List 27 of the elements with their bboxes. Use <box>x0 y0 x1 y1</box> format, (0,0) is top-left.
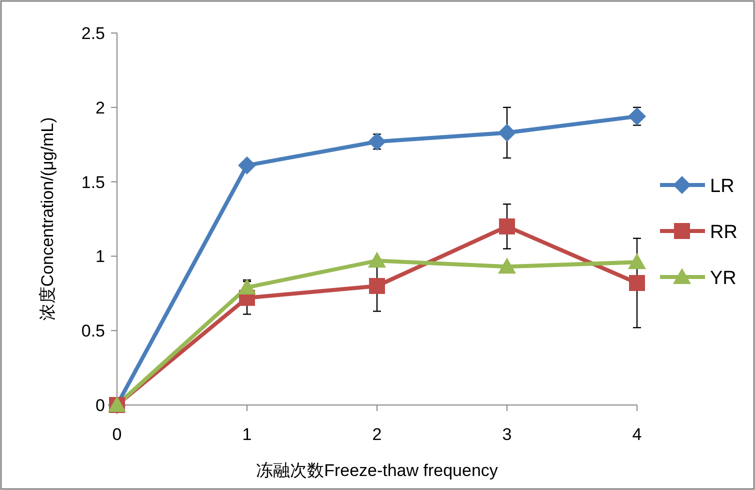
legend-label: RR <box>710 222 738 243</box>
y-tick-label: 0 <box>96 396 105 415</box>
point <box>629 274 645 291</box>
point <box>628 253 646 270</box>
x-tick-label: 1 <box>242 425 252 444</box>
y-tick-label: 1 <box>96 247 105 266</box>
y-axis-title: 浓度Concentration/(μg/mL) <box>38 117 57 321</box>
point <box>498 124 516 142</box>
x-tick-label: 4 <box>632 425 642 444</box>
x-tick-label: 3 <box>502 425 512 444</box>
y-tick-label: 2.5 <box>81 24 105 43</box>
point <box>498 258 516 274</box>
y-tick-label: 2 <box>96 98 105 118</box>
point <box>628 107 646 126</box>
point <box>238 156 256 174</box>
x-axis-title: 冻融次数Freeze-thaw frequency <box>256 461 498 480</box>
legend-label: LR <box>710 176 734 197</box>
point <box>368 132 386 151</box>
point <box>238 278 256 294</box>
y-tick-label: 1.5 <box>81 172 105 192</box>
legend-label: YR <box>710 268 736 289</box>
point <box>369 278 385 294</box>
x-tick-label: 0 <box>112 425 122 444</box>
point <box>499 218 515 234</box>
y-tick-label: 0.5 <box>81 322 105 341</box>
x-tick-label: 2 <box>372 425 382 444</box>
point <box>368 252 386 268</box>
